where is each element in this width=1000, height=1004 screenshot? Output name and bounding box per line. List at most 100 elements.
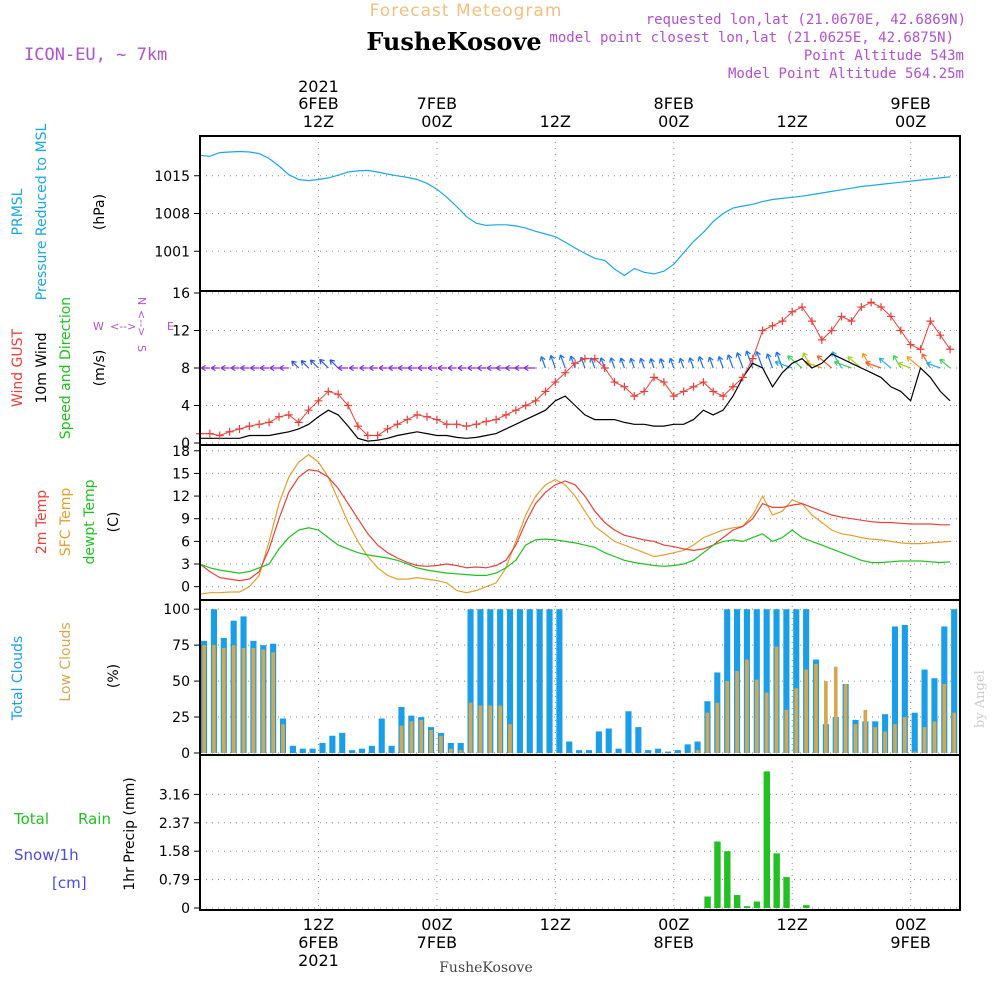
- gust-marker: [936, 331, 945, 340]
- low-cloud-bar: [942, 683, 947, 753]
- gust-marker: [511, 406, 520, 415]
- wind-arrow: [437, 364, 447, 372]
- gust-marker: [877, 303, 886, 312]
- wind-arrow: [259, 364, 270, 372]
- temperature-panel: 2m Temp SFC Temp dewpt Temp (C) 0 3 6 9 12 15…: [34, 444, 961, 601]
- total-cloud-bar: [556, 609, 563, 753]
- total-cloud-bar: [684, 744, 691, 753]
- total-clouds-label: Total Clouds: [10, 636, 26, 721]
- point-altitude: Point Altitude 543m: [804, 48, 964, 64]
- wind-arrow: [862, 352, 872, 369]
- gust-marker: [738, 373, 747, 382]
- low-cloud-bar: [903, 717, 907, 753]
- gust-marker: [265, 418, 274, 427]
- wind-unit-label: (m/s): [92, 350, 108, 387]
- wind-arrow: [816, 355, 833, 369]
- low-cloud-bar: [725, 681, 730, 753]
- low-cloud-bar: [498, 705, 502, 753]
- wind-arrow: [269, 364, 279, 372]
- wind-arrow: [609, 357, 616, 369]
- low-cloud-bar: [251, 648, 256, 753]
- low-cloud-bar: [774, 646, 779, 753]
- wind-arrow: [688, 357, 695, 369]
- low-cloud-bar: [715, 702, 720, 753]
- gust-marker: [798, 303, 807, 312]
- gust-marker: [235, 424, 244, 433]
- y-tick-label: 12: [172, 489, 190, 505]
- gust-marker: [294, 418, 303, 427]
- low-cloud-bar: [833, 666, 838, 753]
- total-cloud-bar: [339, 732, 346, 753]
- wind-arrow: [926, 361, 941, 369]
- gust-marker: [709, 387, 718, 396]
- precip-snow-label: Snow/1h: [14, 846, 79, 864]
- total-cloud-bar: [467, 609, 474, 753]
- top-tick-label: 2021: [298, 77, 339, 96]
- total-cloud-bar: [921, 669, 928, 753]
- gust-marker: [551, 378, 560, 387]
- total-cloud-bar: [368, 745, 375, 753]
- total-cloud-bar: [349, 750, 356, 753]
- total-cloud-bar: [546, 609, 553, 753]
- gust-marker: [847, 317, 856, 326]
- gust-marker: [650, 373, 659, 382]
- closest-coords: model point closest lon,lat (21.0625E, 4…: [549, 30, 954, 46]
- precip-bar: [733, 895, 741, 908]
- gust-marker: [669, 392, 678, 401]
- wind-arrow: [329, 359, 339, 369]
- total-cloud-bar: [447, 742, 454, 753]
- pressure-label-unit: (hPa): [92, 194, 108, 230]
- wind-arrow: [220, 364, 230, 372]
- gust-marker: [215, 431, 224, 440]
- model-altitude: Model Point Altitude 564.25m: [728, 66, 964, 82]
- total-cloud-bar: [901, 625, 908, 753]
- y-tick-label: 0: [181, 580, 190, 596]
- gust-marker: [817, 335, 826, 344]
- pressure-panel: PRMSL Pressure Reduced to MSL (hPa) 1001…: [10, 123, 961, 300]
- gust-marker: [492, 415, 501, 424]
- y-tick-label: 8: [181, 361, 190, 377]
- cloud-bars: [201, 609, 958, 753]
- low-cloud-bar: [784, 709, 789, 753]
- gust-marker: [758, 326, 767, 335]
- bottom-tick-label: 12Z: [777, 915, 808, 934]
- wind-arrow: [726, 354, 734, 369]
- gust-marker: [472, 420, 481, 429]
- y-tick-label: 25: [172, 710, 190, 726]
- total-cloud-bar: [309, 748, 316, 753]
- gust-marker: [600, 364, 609, 372]
- low-cloud-bar: [745, 659, 749, 753]
- total-cloud-bar: [477, 609, 484, 753]
- total-cloud-bar: [576, 750, 583, 753]
- low-cloud-bar: [883, 731, 887, 753]
- gust-marker: [462, 422, 471, 431]
- wind-arrow: [348, 364, 358, 372]
- total-cloud-bar: [911, 712, 918, 753]
- top-tick-label: 00Z: [895, 112, 926, 131]
- bottom-tick-label: 9FEB: [890, 933, 930, 952]
- low-cloud-bar: [893, 724, 897, 753]
- gust-marker: [541, 387, 550, 396]
- wind-arrow: [279, 364, 289, 372]
- temperature-frame: [199, 444, 961, 601]
- wind-arrow: [589, 357, 596, 369]
- wind-arrow: [649, 358, 655, 369]
- gust-marker: [788, 307, 797, 316]
- wind-arrow: [523, 364, 536, 372]
- total-cloud-bar: [329, 735, 336, 753]
- low-cloud-bar: [794, 688, 799, 753]
- gust-marker: [344, 401, 353, 410]
- wind-arrow: [397, 364, 408, 372]
- precip-bars: [704, 771, 810, 908]
- top-tick-label: 00Z: [421, 112, 452, 131]
- gust-marker: [590, 354, 599, 363]
- low-cloud-bar: [429, 729, 433, 753]
- gust-marker: [768, 321, 777, 330]
- wind-arrow: [505, 364, 516, 372]
- top-tick-label: 00Z: [658, 112, 689, 131]
- low-cloud-bar: [468, 702, 473, 753]
- total-cloud-bar: [694, 741, 701, 753]
- wind-arrow: [906, 356, 921, 369]
- top-tick-label: 7FEB: [417, 94, 457, 113]
- y-tick-label: 1001: [154, 244, 190, 260]
